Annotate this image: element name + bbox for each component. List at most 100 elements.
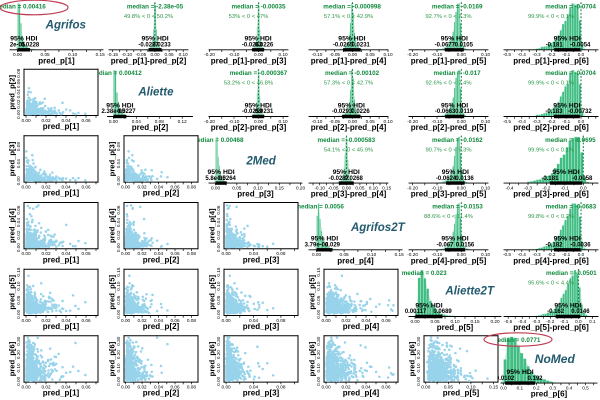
svg-text:0.04: 0.04 [61,385,71,390]
svg-text:pred_p[1]: pred_p[1] [43,122,80,131]
svg-text:-0.3: -0.3 [533,252,541,257]
svg-text:0.0268: 0.0268 [345,176,364,182]
svg-text:0.06: 0.06 [16,205,21,215]
svg-text:0.06: 0.06 [170,385,180,390]
svg-text:0.00: 0.00 [457,186,467,191]
svg-text:95% HDI: 95% HDI [10,36,37,43]
svg-text:0.05: 0.05 [340,252,350,257]
svg-text:0.08: 0.08 [276,318,286,323]
svg-text:0.30: 0.30 [116,336,121,346]
svg-text:0.0689: 0.0689 [433,309,452,315]
svg-text:pred_p[2]-pred_p[4]: pred_p[2]-pred_p[4] [311,123,387,132]
svg-text:0.10: 0.10 [481,119,491,124]
svg-text:0.15: 0.15 [395,252,405,257]
svg-text:0.00: 0.00 [254,52,264,57]
svg-text:0.10: 0.10 [68,52,78,57]
svg-text:0.00: 0.00 [222,318,232,323]
svg-text:0.05: 0.05 [216,295,221,305]
svg-text:0.10: 0.10 [481,252,491,257]
svg-text:0.04: 0.04 [16,159,21,169]
svg-text:pred_p[2]: pred_p[2] [143,389,180,398]
svg-text:0.06: 0.06 [16,79,21,89]
svg-text:pred_p[3]-pred_p[4]: pred_p[3]-pred_p[4] [311,190,387,199]
svg-text:0.0226: 0.0226 [351,109,370,115]
svg-text:0.00: 0.00 [316,309,321,319]
svg-text:0.15: 0.15 [275,186,285,191]
svg-text:0.0146: 0.0146 [571,309,590,315]
svg-text:0.08: 0.08 [16,68,21,78]
svg-text:-0.2: -0.2 [547,252,555,257]
svg-text:pred_p[1]-pred_p[6]: pred_p[1]-pred_p[6] [513,56,589,65]
svg-text:0.10: 0.10 [481,186,491,191]
svg-text:0.08: 0.08 [187,318,197,323]
svg-text:0.0: 0.0 [580,186,587,191]
svg-text:-0.10: -0.10 [229,119,240,124]
svg-text:0.192: 0.192 [527,376,543,382]
svg-text:0.10: 0.10 [383,52,393,57]
svg-text:-0.20: -0.20 [407,186,418,191]
svg-text:0.06: 0.06 [170,318,180,323]
svg-text:pred_p[6]: pred_p[6] [531,390,568,399]
svg-text:0.0231: 0.0231 [255,109,274,115]
svg-text:0.15: 0.15 [316,267,321,277]
svg-text:-0.10: -0.10 [229,52,240,57]
svg-text:99.8% < 0 < 0.2%: 99.8% < 0 < 0.2% [528,214,574,220]
svg-text:88.6% < 0 < 11.4%: 88.6% < 0 < 11.4% [424,214,473,220]
svg-text:0.02: 0.02 [41,251,51,256]
svg-text:0.0: 0.0 [500,386,507,391]
svg-text:0.05: 0.05 [16,295,21,305]
svg-text:2Med: 2Med [245,155,276,167]
svg-text:pred_p[4]: pred_p[4] [337,256,374,265]
svg-text:-0.183: -0.183 [545,109,563,115]
svg-text:pred_p[1]: pred_p[1] [43,322,80,331]
svg-text:0.08: 0.08 [116,142,121,152]
svg-text:0.05: 0.05 [232,186,242,191]
svg-text:-0.1: -0.1 [562,52,570,57]
svg-text:0.04: 0.04 [116,159,121,169]
svg-text:0.15: 0.15 [216,267,221,277]
svg-text:-0.0259: -0.0259 [242,109,263,115]
svg-text:0.08: 0.08 [276,385,286,390]
svg-text:median = -0.00035: median = -0.00035 [231,3,286,10]
svg-text:0.05: 0.05 [366,52,376,57]
svg-text:0.02: 0.02 [41,185,51,190]
svg-text:-0.00732: -0.00732 [568,109,592,115]
svg-text:0.04: 0.04 [216,218,221,228]
svg-text:0.0227: 0.0227 [117,109,136,115]
svg-text:0.00: 0.00 [121,385,131,390]
svg-text:0.02: 0.02 [138,318,148,323]
svg-text:0.10: 0.10 [116,281,121,291]
svg-text:0.00: 0.00 [116,243,121,253]
svg-text:0.08: 0.08 [187,251,197,256]
svg-text:0.04: 0.04 [361,318,371,323]
svg-text:0.20: 0.20 [296,186,306,191]
svg-text:median = -0.0501: median = -0.0501 [546,270,597,277]
svg-text:0.04: 0.04 [16,89,21,99]
svg-text:3.79e-06: 3.79e-06 [305,243,329,249]
svg-text:0.00: 0.00 [348,119,358,124]
svg-text:-0.10: -0.10 [312,52,323,57]
svg-text:-0.2: -0.2 [542,186,550,191]
svg-text:-0.1: -0.1 [560,319,568,324]
svg-text:-0.5: -0.5 [503,252,511,257]
svg-text:-0.20: -0.20 [407,119,418,124]
svg-text:0.0226: 0.0226 [255,43,274,49]
svg-text:0.05: 0.05 [41,52,51,57]
svg-text:0.10: 0.10 [16,363,21,373]
svg-text:median = 0.00416: median = 0.00416 [0,3,46,10]
svg-text:95% HDI: 95% HDI [554,36,581,43]
svg-text:0.10: 0.10 [316,281,321,291]
svg-text:pred_p[3]: pred_p[3] [8,141,17,176]
svg-text:pred_p[2]: pred_p[2] [143,189,180,198]
svg-text:0.00: 0.00 [254,119,264,124]
svg-text:Aliette2T: Aliette2T [444,285,495,297]
svg-text:0.02: 0.02 [116,230,121,240]
svg-text:0.02: 0.02 [138,185,148,190]
svg-text:0.10: 0.10 [253,186,263,191]
svg-text:0.00: 0.00 [457,119,467,124]
svg-text:-0.10: -0.10 [314,186,325,191]
svg-text:0.06: 0.06 [81,385,91,390]
svg-text:5.8e-05: 5.8e-05 [205,176,226,182]
svg-text:median = -0.0162: median = -0.0162 [432,137,483,144]
svg-text:0.00: 0.00 [457,252,467,257]
